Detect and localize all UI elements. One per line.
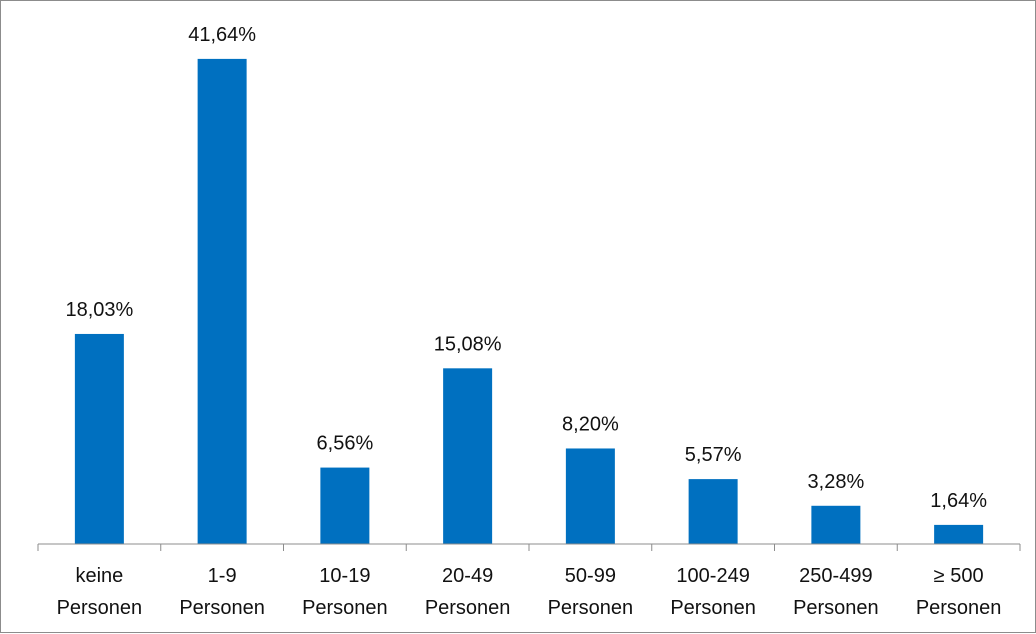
category-label-6-line-0: 250-499: [799, 565, 872, 587]
data-label-0: 18,03%: [65, 299, 133, 321]
bar-0: [74, 333, 124, 544]
x-axis: [37, 543, 1021, 551]
category-label-2-line-0: 10-19: [319, 565, 370, 587]
category-label-4-line-1: Personen: [548, 597, 634, 619]
category-label-0-line-0: keine: [75, 565, 123, 587]
bars-group: [74, 58, 984, 544]
bar-5: [688, 479, 738, 544]
data-label-4: 8,20%: [562, 413, 619, 435]
category-labels-group: keine Personen 1-9 Personen 10-19 Personen 20-…: [57, 565, 1002, 619]
bar-6: [811, 505, 861, 544]
bar-2: [320, 467, 370, 544]
category-label-2-line-1: Personen: [302, 597, 388, 619]
category-label-3-line-1: Personen: [425, 597, 511, 619]
data-label-2: 6,56%: [317, 433, 374, 455]
data-label-1: 41,64%: [188, 24, 256, 46]
bar-4: [565, 448, 615, 544]
category-label-5-line-1: Personen: [670, 597, 756, 619]
data-label-6: 3,28%: [808, 471, 865, 493]
category-label-7-line-0: ≥ 500: [934, 565, 984, 587]
bar-1: [197, 58, 247, 544]
data-label-5: 5,57%: [685, 444, 742, 466]
category-label-3-line-0: 20-49: [442, 565, 493, 587]
bar-7: [934, 524, 984, 544]
category-label-7-line-1: Personen: [916, 597, 1002, 619]
category-label-6-line-1: Personen: [793, 597, 879, 619]
category-label-0-line-1: Personen: [57, 597, 143, 619]
category-label-4-line-0: 50-99: [565, 565, 616, 587]
data-label-3: 15,08%: [434, 333, 502, 355]
category-label-5-line-0: 100-249: [676, 565, 749, 587]
bar-3: [443, 368, 493, 544]
category-label-1-line-0: 1-9: [208, 565, 237, 587]
category-label-1-line-1: Personen: [179, 597, 265, 619]
data-labels-group: 18,03% 41,64% 6,56% 15,08% 8,20% 5,57% 3,28% 1,…: [65, 24, 987, 512]
data-label-7: 1,64%: [930, 490, 987, 512]
